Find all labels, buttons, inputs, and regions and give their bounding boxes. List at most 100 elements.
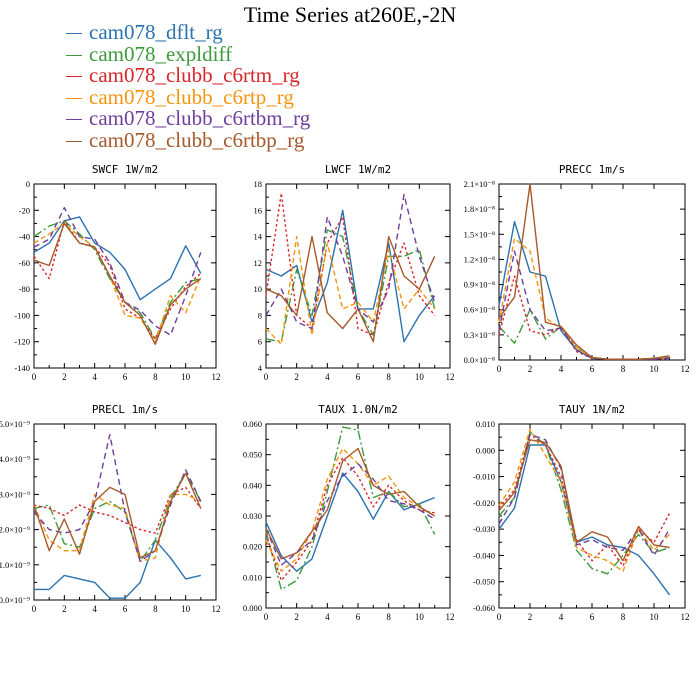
y-tick-label: 0.6×10⁻⁸	[464, 305, 495, 315]
panel-title: LWCF 1W/m2	[325, 163, 391, 176]
y-tick-label: 1.5×10⁻⁸	[464, 229, 495, 239]
x-tick-label: 10	[650, 364, 660, 374]
plot-frame	[265, 423, 451, 609]
x-tick-label: 0	[32, 372, 37, 382]
series-line	[498, 250, 670, 360]
x-tick-label: 0	[497, 364, 502, 374]
series-line	[498, 439, 670, 562]
series-line	[34, 539, 201, 599]
y-tick-label: -0.020	[473, 498, 495, 508]
y-tick-label: 1.8×10⁻⁸	[464, 204, 495, 214]
chart-panel: PRECC 1m/s 0 2 4 6 8 10 12 2.1×10⁻⁸ 1.8×10⁻⁸ 1.5×1…	[464, 163, 690, 374]
y-tick-label: 0.0×10⁻⁹	[0, 595, 30, 605]
x-tick-label: 12	[681, 612, 690, 622]
series-line	[498, 444, 671, 596]
y-tick-label: 0.020	[243, 542, 262, 552]
legend-swatch	[66, 33, 82, 34]
series-line	[265, 192, 436, 336]
y-tick-label: -0.060	[473, 603, 495, 613]
y-tick-label: 0.010	[476, 419, 495, 429]
y-tick-label: -40	[19, 232, 30, 242]
legend-swatch	[66, 119, 82, 120]
series-line	[33, 486, 202, 534]
x-tick-label: 6	[590, 364, 595, 374]
chart-panel: SWCF 1W/m2 0 2 4 6 8 10 12 0 -20 -40 -60 -80 -100 -120…	[14, 163, 220, 382]
series-line	[33, 493, 202, 562]
x-tick-label: 4	[325, 372, 330, 382]
series-line	[265, 426, 436, 591]
legend-label: cam078_clubb_c6rtp_rg	[89, 84, 294, 109]
y-tick-label: -140	[14, 363, 30, 373]
plot-frame	[33, 183, 217, 369]
x-tick-label: 8	[621, 364, 626, 374]
x-tick-label: 0	[264, 372, 269, 382]
y-tick-label: 2.0×10⁻⁹	[0, 525, 30, 535]
x-tick-label: 2	[294, 612, 299, 622]
legend-swatch	[66, 54, 82, 56]
chart-panel: LWCF 1W/m2 0 2 4 6 8 10 12 18 16 14 12 10 8 6 4	[254, 163, 455, 382]
y-tick-label: 0.050	[243, 450, 262, 460]
chart-panel: TAUX 1.0N/m2 0 2 4 6 8 10 12 0.060 0.050 0.040 0.03…	[243, 403, 455, 622]
y-tick-label: 0	[26, 179, 30, 189]
panel-title: SWCF 1W/m2	[92, 163, 158, 176]
y-tick-label: -60	[19, 258, 30, 268]
series-line	[33, 222, 202, 345]
series-line	[498, 428, 670, 572]
series-line	[265, 457, 435, 582]
legend-swatch	[66, 140, 82, 142]
x-tick-label: 8	[153, 372, 158, 382]
y-tick-label: 0.000	[243, 603, 262, 613]
x-tick-label: 0	[497, 612, 502, 622]
series-line	[265, 463, 436, 566]
x-tick-label: 12	[212, 604, 221, 614]
x-tick-label: 2	[62, 604, 67, 614]
y-tick-label: -100	[14, 310, 30, 320]
y-tick-label: 6	[258, 337, 262, 347]
legend-swatch	[66, 97, 82, 99]
y-tick-label: 2.1×10⁻⁸	[464, 179, 495, 189]
x-tick-label: 2	[62, 372, 67, 382]
chart-panel: TAUY 1N/m2 0 2 4 6 8 10 12 0.010 0.000 -0.010 -0.02…	[473, 403, 689, 622]
y-tick-label: 0.030	[243, 511, 262, 521]
y-tick-label: 0.000	[476, 445, 495, 455]
x-tick-label: 6	[356, 612, 361, 622]
series-line	[265, 229, 436, 343]
x-tick-label: 10	[415, 612, 425, 622]
series-line	[265, 235, 436, 345]
figure-title: Time Series at260E,-2N	[243, 2, 457, 27]
x-tick-label: 6	[123, 604, 128, 614]
panel-title: PRECC 1m/s	[559, 163, 625, 176]
y-tick-label: 4.0×10⁻⁹	[0, 454, 30, 464]
x-tick-label: 4	[559, 612, 564, 622]
series-line	[33, 472, 202, 559]
legend-label: cam078_clubb_c6rtm_rg	[89, 63, 300, 87]
series-line	[33, 433, 202, 562]
y-tick-label: 10	[254, 284, 263, 294]
x-tick-label: 8	[386, 612, 391, 622]
series-line	[498, 183, 670, 360]
series-line	[265, 235, 436, 343]
series-line	[498, 433, 671, 557]
panel-title: TAUX 1.0N/m2	[318, 403, 397, 416]
legend-swatch	[66, 76, 82, 77]
x-tick-label: 10	[650, 612, 660, 622]
y-tick-label: 0.3×10⁻⁸	[464, 330, 495, 340]
y-tick-label: 14	[254, 232, 263, 242]
legend-label: cam078_expldiff	[89, 41, 233, 66]
y-tick-label: -0.040	[473, 550, 495, 560]
chart-panel: PRECL 1m/s 0 2 4 6 8 10 12 5.0×10⁻⁹ 4.0×10⁻⁹ 3.0×1…	[0, 403, 221, 614]
x-tick-label: 12	[681, 364, 690, 374]
y-tick-label: -80	[19, 284, 30, 294]
x-tick-label: 4	[325, 612, 330, 622]
y-tick-label: -0.030	[473, 524, 495, 534]
x-tick-label: 2	[528, 364, 533, 374]
panel-title: TAUY 1N/m2	[559, 403, 625, 416]
y-tick-label: 0.0×10⁻⁸	[464, 355, 495, 365]
x-tick-label: 12	[446, 372, 455, 382]
x-tick-label: 8	[621, 612, 626, 622]
x-tick-label: 6	[590, 612, 595, 622]
y-tick-label: 1.0×10⁻⁹	[0, 560, 30, 570]
y-tick-label: -0.050	[473, 577, 495, 587]
